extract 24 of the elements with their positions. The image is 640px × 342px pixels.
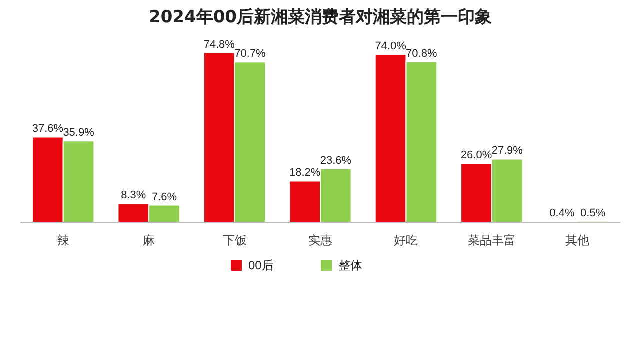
data-label: 0.4% — [550, 208, 575, 220]
x-tick-label: 好吃 — [394, 234, 418, 248]
data-label: 70.8% — [406, 48, 438, 60]
x-tick-label: 辣 — [57, 234, 70, 248]
data-label: 35.9% — [63, 127, 95, 140]
data-label: 8.3% — [121, 190, 146, 202]
data-label: 74.8% — [204, 38, 236, 51]
legend-label: 00后 — [248, 258, 274, 272]
x-tick-label: 菜品丰富 — [468, 234, 516, 248]
data-label: 23.6% — [320, 154, 352, 167]
x-tick-label: 其他 — [566, 234, 590, 248]
x-tick-label: 下饭 — [222, 234, 247, 248]
data-label: 26.0% — [460, 150, 492, 162]
x-tick-label: 麻 — [143, 234, 156, 248]
legend-label: 整体 — [338, 258, 362, 272]
data-label: 7.6% — [152, 191, 178, 204]
data-label: 27.9% — [492, 145, 524, 158]
data-label: 70.7% — [234, 48, 266, 60]
data-label: 37.6% — [32, 123, 64, 136]
x-tick-label: 实惠 — [308, 234, 332, 248]
data-label: 18.2% — [289, 167, 321, 180]
chart-title: 2024年00后新湘菜消费者对湘菜的第一印象 — [149, 8, 492, 28]
data-label: 74.0% — [375, 40, 407, 53]
data-label: 0.5% — [580, 207, 606, 220]
